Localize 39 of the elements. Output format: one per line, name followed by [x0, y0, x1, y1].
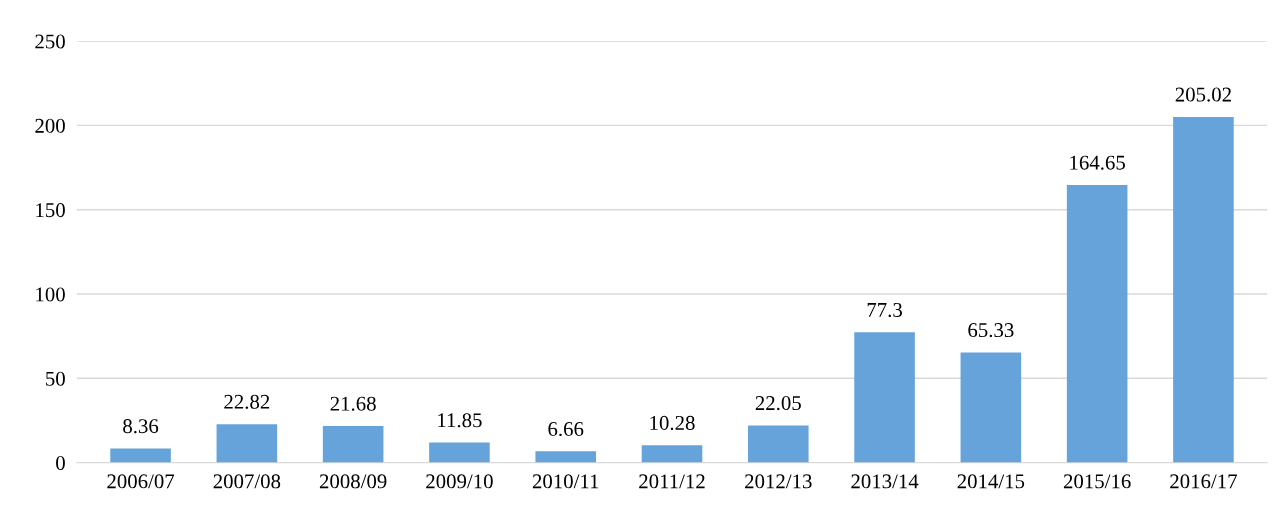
bar — [1173, 116, 1234, 463]
y-tick-label: 50 — [46, 371, 65, 386]
data-label: 6.66 — [548, 422, 584, 437]
bar — [216, 424, 278, 463]
bar — [854, 332, 915, 463]
bar — [747, 425, 809, 463]
x-tick-label: 2011/12 — [639, 474, 705, 489]
y-tick-label: 0 — [56, 455, 65, 471]
data-label: 22.82 — [224, 394, 270, 409]
data-label: 22.05 — [755, 396, 801, 411]
x-tick-label: 2009/10 — [426, 474, 493, 489]
y-tick-label: 200 — [35, 118, 65, 133]
bar — [429, 442, 490, 463]
x-tick-label: 2008/09 — [319, 474, 387, 489]
data-label: 164.65 — [1070, 155, 1125, 170]
x-tick-label: 2016/17 — [1170, 474, 1237, 489]
x-tick-label: 2013/14 — [851, 474, 919, 489]
data-label: 8.36 — [123, 419, 159, 434]
bar — [110, 448, 171, 463]
x-tick-label: 2012/13 — [745, 474, 812, 489]
bar — [322, 426, 384, 463]
data-label: 10.28 — [650, 415, 695, 431]
x-tick-label: 2006/07 — [107, 474, 175, 489]
y-tick-label: 250 — [35, 34, 65, 49]
data-label: 65.33 — [968, 323, 1014, 338]
y-tick-label: 100 — [36, 287, 65, 302]
x-tick-label: 2010/11 — [532, 474, 599, 489]
bar — [641, 445, 703, 463]
data-label: 77.3 — [867, 302, 902, 318]
bar — [960, 352, 1022, 463]
x-tick-label: 2014/15 — [957, 474, 1025, 489]
x-tick-label: 2007/08 — [213, 474, 281, 489]
y-tick-label: 150 — [36, 203, 65, 218]
data-label: 11.85 — [438, 413, 482, 428]
data-label: 205.02 — [1175, 87, 1231, 102]
data-label: 21.68 — [330, 396, 376, 411]
bar — [1066, 185, 1128, 463]
bar — [535, 451, 597, 463]
x-tick-label: 2015/16 — [1063, 474, 1131, 489]
